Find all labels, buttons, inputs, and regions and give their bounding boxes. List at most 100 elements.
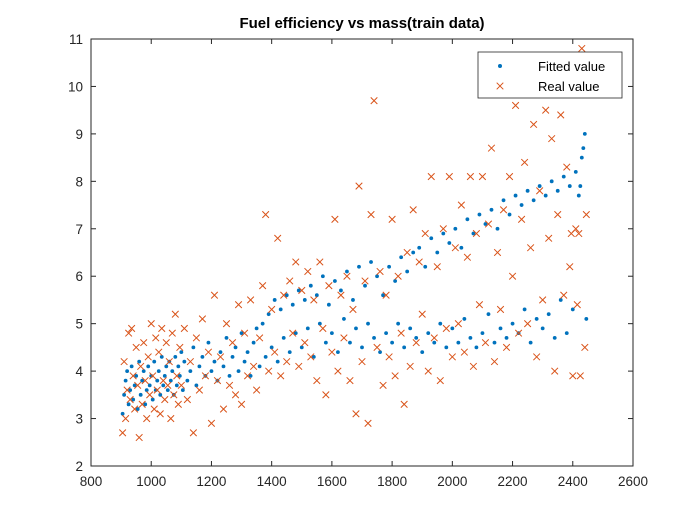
real-point bbox=[283, 357, 291, 366]
fitted-point bbox=[147, 383, 152, 388]
real-point bbox=[146, 391, 154, 399]
real-point bbox=[526, 244, 535, 252]
real-point bbox=[195, 386, 204, 394]
fitted-point bbox=[275, 359, 280, 364]
real-point bbox=[183, 395, 192, 404]
real-point bbox=[176, 343, 184, 352]
real-point bbox=[472, 229, 481, 238]
fitted-point bbox=[122, 392, 127, 397]
x-tick-label: 2000 bbox=[437, 474, 467, 489]
real-point bbox=[177, 381, 185, 389]
fitted-point bbox=[314, 293, 319, 298]
fitted-point bbox=[158, 392, 163, 397]
real-point bbox=[418, 310, 426, 318]
fitted-point bbox=[284, 293, 289, 298]
real-point bbox=[216, 353, 225, 361]
real-point bbox=[156, 410, 164, 418]
fitted-point bbox=[170, 369, 175, 374]
fitted-point bbox=[317, 321, 322, 326]
real-point bbox=[129, 372, 137, 380]
real-point bbox=[460, 348, 469, 356]
fitted-point bbox=[534, 317, 539, 321]
fitted-point bbox=[441, 231, 446, 236]
real-point bbox=[165, 357, 173, 366]
real-point bbox=[334, 367, 342, 375]
real-point bbox=[548, 134, 556, 143]
real-point bbox=[138, 400, 146, 408]
real-point bbox=[355, 182, 363, 190]
fitted-point bbox=[323, 340, 328, 345]
fitted-point bbox=[486, 312, 491, 317]
real-point bbox=[180, 324, 188, 333]
real-point bbox=[457, 201, 466, 209]
fitted-point bbox=[492, 340, 497, 345]
y-tick-label: 5 bbox=[75, 317, 83, 332]
fitted-point bbox=[293, 331, 298, 336]
fitted-point bbox=[212, 359, 217, 364]
fitted-point bbox=[465, 217, 470, 222]
fitted-point bbox=[194, 383, 199, 388]
fitted-point bbox=[582, 131, 587, 136]
real-point bbox=[141, 376, 149, 385]
real-point bbox=[349, 305, 357, 314]
fitted-point bbox=[197, 364, 202, 369]
fitted-point bbox=[513, 193, 518, 198]
fitted-point bbox=[336, 350, 340, 355]
fitted-point bbox=[375, 274, 379, 279]
fitted-point bbox=[320, 274, 325, 279]
ticks-layer: 800 1000 1200 1400 1600 1800 2000 2200 2400 2600 2… bbox=[68, 32, 648, 489]
fitted-point bbox=[354, 326, 358, 331]
x-tick-label: 800 bbox=[80, 474, 103, 489]
real-point bbox=[307, 353, 315, 361]
real-point bbox=[406, 362, 414, 371]
real-point bbox=[150, 405, 158, 413]
real-point bbox=[394, 272, 402, 280]
real-point bbox=[379, 381, 387, 389]
fitted-point bbox=[345, 269, 349, 274]
real-point bbox=[295, 362, 303, 371]
fitted-point bbox=[131, 397, 136, 402]
fitted-point bbox=[360, 345, 364, 350]
axes-layer bbox=[90, 38, 634, 467]
fitted-point bbox=[333, 279, 337, 283]
real-point bbox=[370, 97, 378, 105]
fitted-point bbox=[290, 302, 295, 307]
fitted-point bbox=[176, 364, 181, 369]
real-point bbox=[258, 282, 267, 290]
fitted-point bbox=[260, 321, 265, 326]
real-point bbox=[331, 215, 339, 223]
fitted-point bbox=[387, 264, 391, 269]
real-point bbox=[499, 206, 508, 214]
fitted-point bbox=[378, 350, 382, 355]
fitted-point bbox=[308, 283, 313, 288]
real-point bbox=[228, 338, 237, 347]
fitted-point bbox=[390, 340, 395, 345]
real-point bbox=[367, 210, 375, 219]
x-tick-label: 2600 bbox=[618, 474, 648, 489]
legend-label-real: Real value bbox=[538, 79, 599, 94]
fitted-point bbox=[468, 336, 473, 340]
fitted-point bbox=[137, 359, 142, 364]
real-point bbox=[118, 429, 127, 437]
fitted-point bbox=[296, 288, 301, 293]
real-point bbox=[391, 372, 399, 380]
real-point bbox=[517, 215, 526, 223]
legend-fitted-marker bbox=[498, 64, 502, 68]
fitted-point bbox=[209, 369, 214, 374]
fitted-point bbox=[558, 298, 563, 302]
fitted-point bbox=[221, 364, 226, 369]
fitted-point bbox=[329, 331, 334, 336]
real-point bbox=[539, 296, 547, 304]
fitted-point bbox=[525, 188, 530, 193]
fitted-point bbox=[417, 245, 422, 250]
real-point bbox=[505, 172, 514, 181]
real-point bbox=[140, 338, 148, 347]
fitted-point bbox=[552, 336, 557, 340]
real-point bbox=[147, 320, 155, 328]
real-point bbox=[158, 324, 166, 333]
real-point bbox=[551, 367, 559, 375]
fitted-point bbox=[177, 373, 182, 378]
fitted-point bbox=[549, 179, 554, 184]
fitted-point bbox=[146, 364, 151, 369]
real-point bbox=[340, 334, 348, 342]
